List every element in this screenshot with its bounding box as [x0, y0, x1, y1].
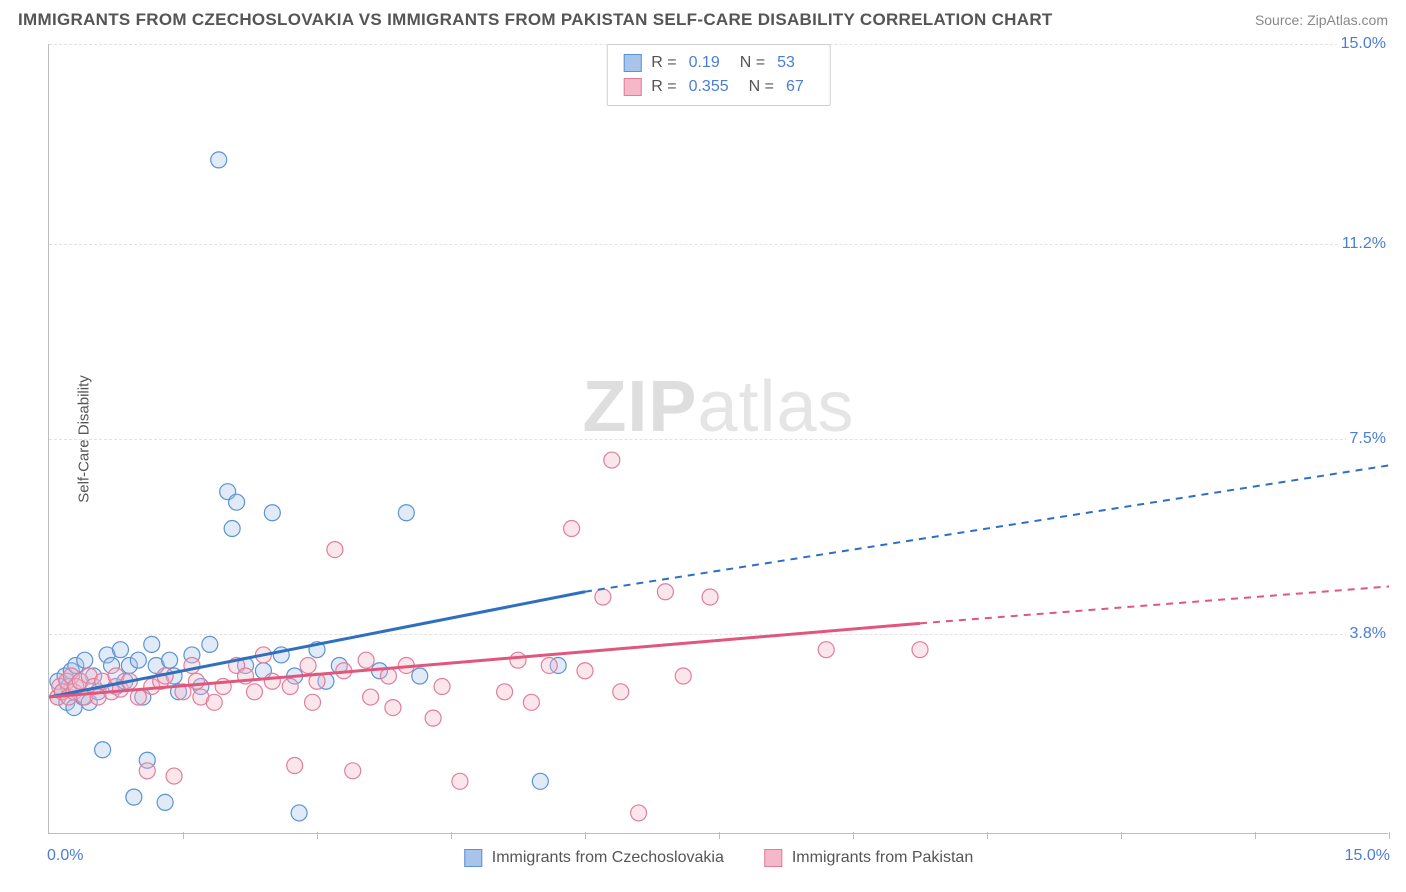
chart-header: IMMIGRANTS FROM CZECHOSLOVAKIA VS IMMIGR… — [0, 0, 1406, 36]
scatter-point-czech — [532, 773, 548, 789]
trendline-solid-pakistan — [49, 623, 920, 697]
scatter-point-czech — [112, 642, 128, 658]
n-label: N = — [740, 51, 765, 75]
scatter-point-pakistan — [188, 673, 204, 689]
scatter-point-czech — [291, 805, 307, 821]
scatter-point-pakistan — [425, 710, 441, 726]
scatter-point-pakistan — [264, 673, 280, 689]
x-axis-label-right: 15.0% — [1345, 847, 1390, 865]
scatter-point-pakistan — [613, 684, 629, 700]
scatter-point-czech — [412, 668, 428, 684]
r-label: R = — [651, 51, 676, 75]
scatter-point-pakistan — [282, 679, 298, 695]
n-value-pakistan: 67 — [786, 75, 804, 99]
swatch-czech-icon — [623, 54, 641, 72]
scatter-point-pakistan — [139, 763, 155, 779]
scatter-point-czech — [264, 505, 280, 521]
legend-correlation: R = 0.19 N = 53 R = 0.355 N = 67 — [606, 44, 831, 106]
scatter-point-czech — [211, 152, 227, 168]
scatter-point-pakistan — [363, 689, 379, 705]
swatch-pakistan-icon — [764, 849, 782, 867]
scatter-point-pakistan — [912, 642, 928, 658]
scatter-point-czech — [229, 494, 245, 510]
x-tick — [1389, 832, 1390, 839]
scatter-point-pakistan — [577, 663, 593, 679]
chart-title: IMMIGRANTS FROM CZECHOSLOVAKIA VS IMMIGR… — [18, 10, 1053, 30]
chart-container: Self-Care Disability ZIPatlas 3.8%7.5%11… — [48, 44, 1388, 834]
scatter-point-pakistan — [675, 668, 691, 684]
scatter-point-pakistan — [358, 652, 374, 668]
r-label: R = — [651, 75, 676, 99]
plot-svg — [49, 44, 1389, 834]
swatch-pakistan-icon — [623, 78, 641, 96]
n-value-czech: 53 — [777, 51, 795, 75]
scatter-point-pakistan — [604, 452, 620, 468]
trendline-dashed-pakistan — [920, 586, 1389, 623]
scatter-point-czech — [77, 652, 93, 668]
scatter-point-pakistan — [206, 694, 222, 710]
scatter-point-pakistan — [631, 805, 647, 821]
scatter-point-pakistan — [510, 652, 526, 668]
x-axis-label-left: 0.0% — [47, 847, 83, 865]
scatter-point-czech — [130, 652, 146, 668]
scatter-point-czech — [157, 794, 173, 810]
scatter-point-pakistan — [287, 758, 303, 774]
scatter-point-pakistan — [385, 700, 401, 716]
scatter-point-pakistan — [434, 679, 450, 695]
scatter-point-pakistan — [564, 521, 580, 537]
scatter-point-pakistan — [380, 668, 396, 684]
scatter-point-czech — [398, 505, 414, 521]
legend-row-czech: R = 0.19 N = 53 — [623, 51, 814, 75]
r-value-pakistan: 0.355 — [689, 75, 729, 99]
r-value-czech: 0.19 — [689, 51, 720, 75]
scatter-point-pakistan — [452, 773, 468, 789]
scatter-point-pakistan — [497, 684, 513, 700]
plot-area: ZIPatlas 3.8%7.5%11.2%15.0% 0.0% 15.0% R… — [48, 44, 1388, 834]
scatter-point-pakistan — [300, 657, 316, 673]
legend-item-czech: Immigrants from Czechoslovakia — [464, 849, 724, 867]
legend-series: Immigrants from Czechoslovakia Immigrant… — [464, 849, 973, 867]
scatter-point-pakistan — [305, 694, 321, 710]
trendline-dashed-czech — [585, 465, 1389, 591]
legend-label-czech: Immigrants from Czechoslovakia — [492, 849, 724, 867]
scatter-point-pakistan — [327, 542, 343, 558]
scatter-point-czech — [126, 789, 142, 805]
scatter-point-pakistan — [541, 657, 557, 673]
scatter-point-pakistan — [246, 684, 262, 700]
legend-label-pakistan: Immigrants from Pakistan — [792, 849, 973, 867]
scatter-point-pakistan — [166, 768, 182, 784]
scatter-point-czech — [95, 742, 111, 758]
legend-row-pakistan: R = 0.355 N = 67 — [623, 75, 814, 99]
legend-item-pakistan: Immigrants from Pakistan — [764, 849, 973, 867]
scatter-point-pakistan — [595, 589, 611, 605]
scatter-point-czech — [162, 652, 178, 668]
scatter-point-pakistan — [657, 584, 673, 600]
scatter-point-pakistan — [818, 642, 834, 658]
n-label: N = — [749, 75, 774, 99]
scatter-point-czech — [224, 521, 240, 537]
scatter-point-pakistan — [523, 694, 539, 710]
scatter-point-czech — [202, 636, 218, 652]
scatter-point-czech — [144, 636, 160, 652]
scatter-point-pakistan — [345, 763, 361, 779]
chart-source: Source: ZipAtlas.com — [1255, 12, 1388, 28]
swatch-czech-icon — [464, 849, 482, 867]
scatter-point-pakistan — [702, 589, 718, 605]
